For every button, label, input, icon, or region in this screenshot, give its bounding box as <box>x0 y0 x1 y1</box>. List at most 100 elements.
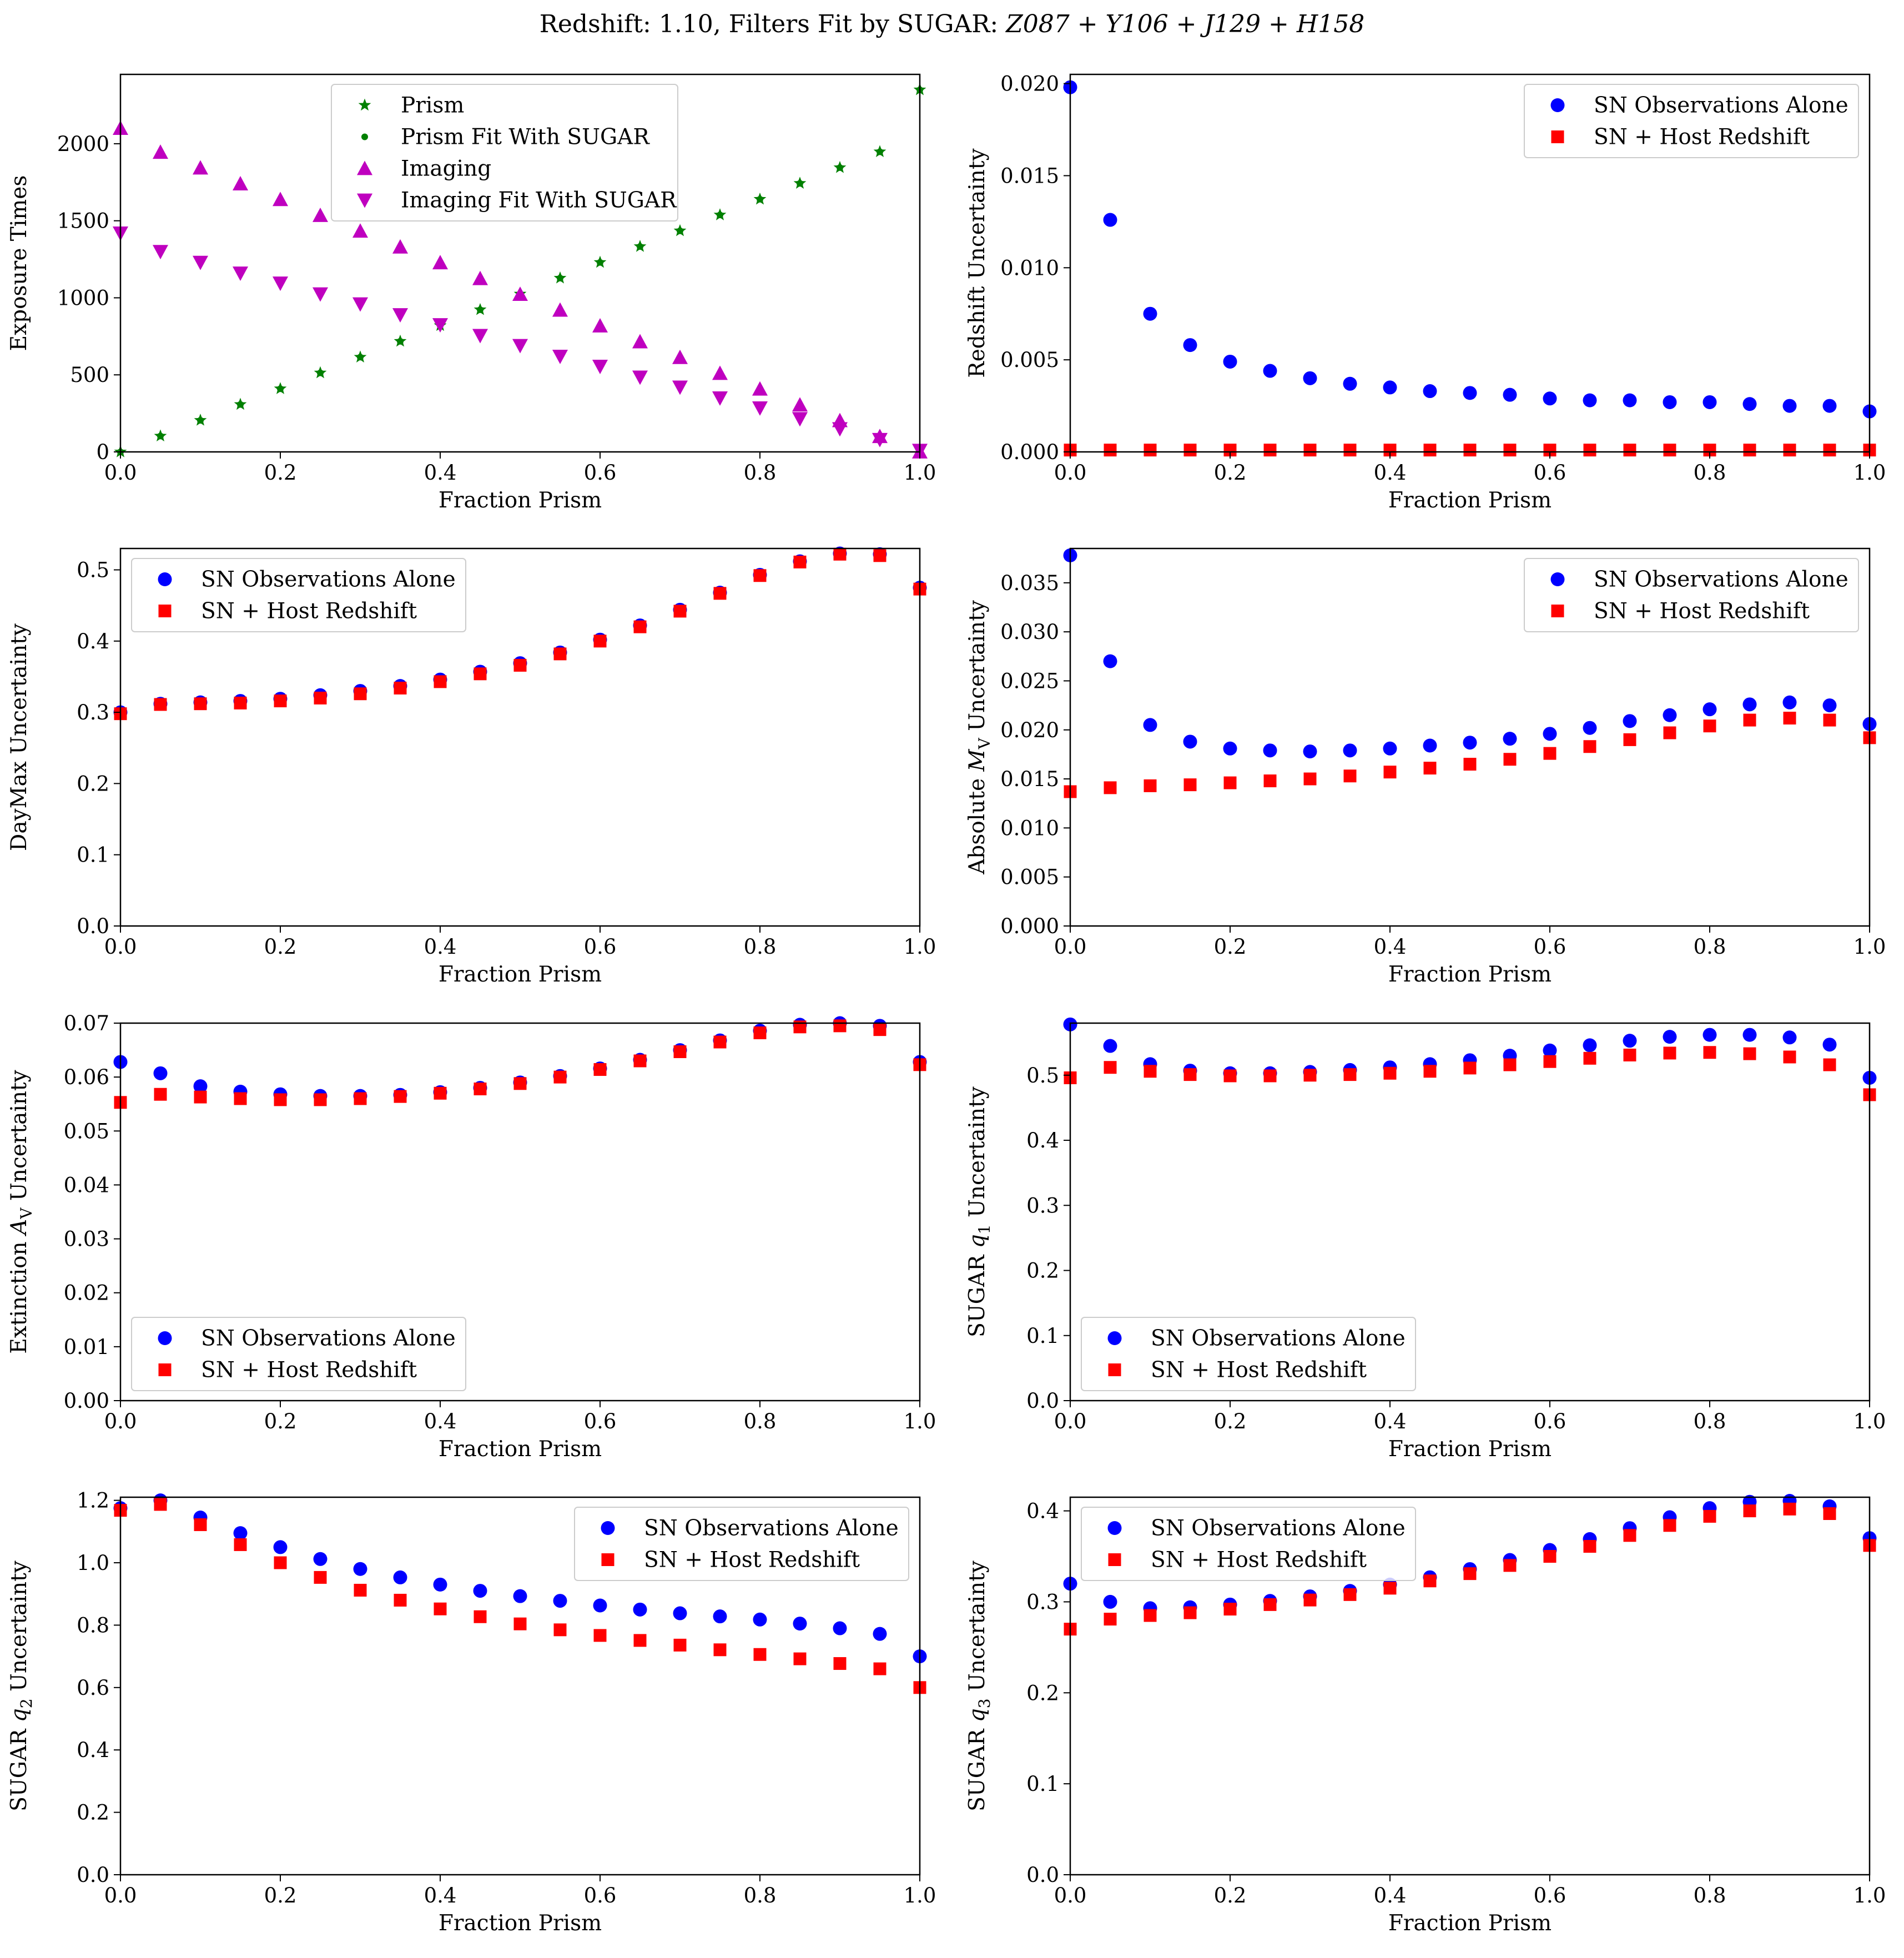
legend-box <box>331 84 678 222</box>
legend-marker <box>601 1553 614 1566</box>
y-tick-label: 0.035 <box>1000 571 1059 595</box>
y-tick-label: 0.3 <box>1026 1194 1059 1217</box>
x-tick-label: 1.0 <box>904 1410 936 1433</box>
data-point <box>477 306 483 313</box>
data-point <box>474 667 487 681</box>
data-point <box>1143 718 1157 732</box>
data-point <box>393 1570 407 1584</box>
data-point <box>353 1562 367 1576</box>
panel-sugar-q2-uncertainty: 0.0 0.2 0.4 0.6 0.8 1.0 0.0 0.2 0.4 0.6 0.8 1.0 1.2 F… <box>7 1489 936 1936</box>
data-point <box>1823 1507 1836 1520</box>
data-point <box>1703 719 1716 733</box>
y-tick-label: 0.6 <box>77 1676 109 1700</box>
legend-label: SN + Host Redshift <box>644 1548 860 1573</box>
data-point <box>1423 444 1437 457</box>
data-point <box>832 422 848 437</box>
data-point <box>1183 338 1197 353</box>
x-tick-label: 0.0 <box>104 935 137 959</box>
series-sn-host-redshift <box>1064 444 1876 457</box>
data-point <box>1663 708 1677 722</box>
data-point <box>1463 1061 1477 1075</box>
series-sn-host-redshift <box>1064 712 1876 798</box>
y-tick-label: 0.3 <box>77 701 109 724</box>
legend-marker <box>1550 572 1565 586</box>
data-point <box>633 1634 647 1647</box>
data-point <box>433 1577 447 1592</box>
data-point <box>273 276 288 291</box>
data-point <box>793 555 807 568</box>
data-point <box>1103 654 1117 668</box>
data-point <box>833 547 847 561</box>
data-point <box>1343 1588 1357 1601</box>
y-tick-label: 0.2 <box>77 1801 109 1825</box>
data-point <box>1183 444 1197 457</box>
panel-sugar-q1-uncertainty: 0.0 0.2 0.4 0.6 0.8 1.0 0.0 0.1 0.2 0.3 0.4 0.5 Frac… <box>965 1017 1886 1462</box>
data-point <box>673 605 687 618</box>
data-point <box>1583 1038 1597 1053</box>
data-point <box>1263 774 1277 788</box>
data-point <box>552 302 568 317</box>
data-point <box>1743 713 1756 727</box>
y-tick-label: 0.8 <box>77 1613 109 1637</box>
data-point <box>1343 376 1357 391</box>
legend-label: SN Observations Alone <box>1594 93 1848 118</box>
data-point <box>274 1556 287 1569</box>
y-tick-label: 1.2 <box>77 1489 109 1513</box>
y-tick-label: 0.5 <box>1026 1064 1059 1088</box>
x-tick-label: 0.8 <box>744 935 777 959</box>
x-tick-label: 0.8 <box>1694 1410 1726 1433</box>
data-point <box>1104 444 1117 457</box>
x-tick-label: 0.2 <box>1214 935 1247 959</box>
x-tick-label: 0.4 <box>1374 1884 1407 1907</box>
data-point <box>1623 393 1637 407</box>
y-tick-label: 0.0 <box>77 914 109 938</box>
series-sn-host-redshift <box>1064 1502 1876 1636</box>
legend-label: SN + Host Redshift <box>201 599 417 624</box>
data-point <box>1303 772 1317 786</box>
y-tick-label: 0.1 <box>1026 1324 1059 1348</box>
data-point <box>1663 726 1676 739</box>
legend-marker <box>357 193 372 208</box>
data-point <box>557 274 563 281</box>
data-point <box>833 1657 847 1670</box>
data-points <box>113 1016 927 1109</box>
data-point <box>1663 1046 1676 1060</box>
data-point <box>1543 1055 1557 1068</box>
legend-label: SN + Host Redshift <box>1594 125 1810 150</box>
data-point <box>1543 747 1557 760</box>
y-tick-label: 0.010 <box>1000 256 1059 280</box>
data-point <box>1623 1048 1636 1061</box>
y-tick-label: 0.00 <box>64 1389 109 1413</box>
legend-label: SN + Host Redshift <box>1594 599 1810 624</box>
y-tick-label: 0.025 <box>1000 669 1059 693</box>
data-points <box>1063 548 1877 798</box>
data-point <box>637 243 643 250</box>
data-point <box>1103 213 1117 227</box>
data-point <box>593 1063 607 1076</box>
data-point <box>677 227 683 234</box>
data-point <box>434 1602 447 1615</box>
data-point <box>1822 1038 1837 1052</box>
x-axis-label: Fraction Prism <box>1388 1437 1552 1462</box>
data-point <box>1742 697 1757 712</box>
y-tick-label: 0.05 <box>64 1119 109 1143</box>
data-point <box>394 1593 407 1607</box>
y-tick-label: 0.005 <box>1000 865 1059 889</box>
axes-frame <box>1069 1496 1871 1876</box>
data-point <box>313 207 328 222</box>
data-point <box>792 412 808 427</box>
data-point <box>1623 1529 1636 1542</box>
data-point <box>872 432 888 447</box>
data-point <box>352 223 368 238</box>
y-tick-label: 0.030 <box>1000 620 1059 644</box>
data-point <box>1144 1609 1157 1622</box>
y-tick-label: 0.0 <box>1026 1863 1059 1887</box>
data-point <box>1583 444 1596 457</box>
data-point <box>1303 1069 1317 1082</box>
data-point <box>352 297 368 312</box>
x-tick-label: 0.2 <box>1214 1884 1247 1907</box>
y-axis-label: SUGAR q2 Uncertainty <box>7 1561 36 1811</box>
data-point <box>513 1617 527 1630</box>
y-axis-label: SUGAR q1 Uncertainty <box>965 1086 994 1337</box>
x-tick-label: 0.2 <box>264 1884 297 1907</box>
